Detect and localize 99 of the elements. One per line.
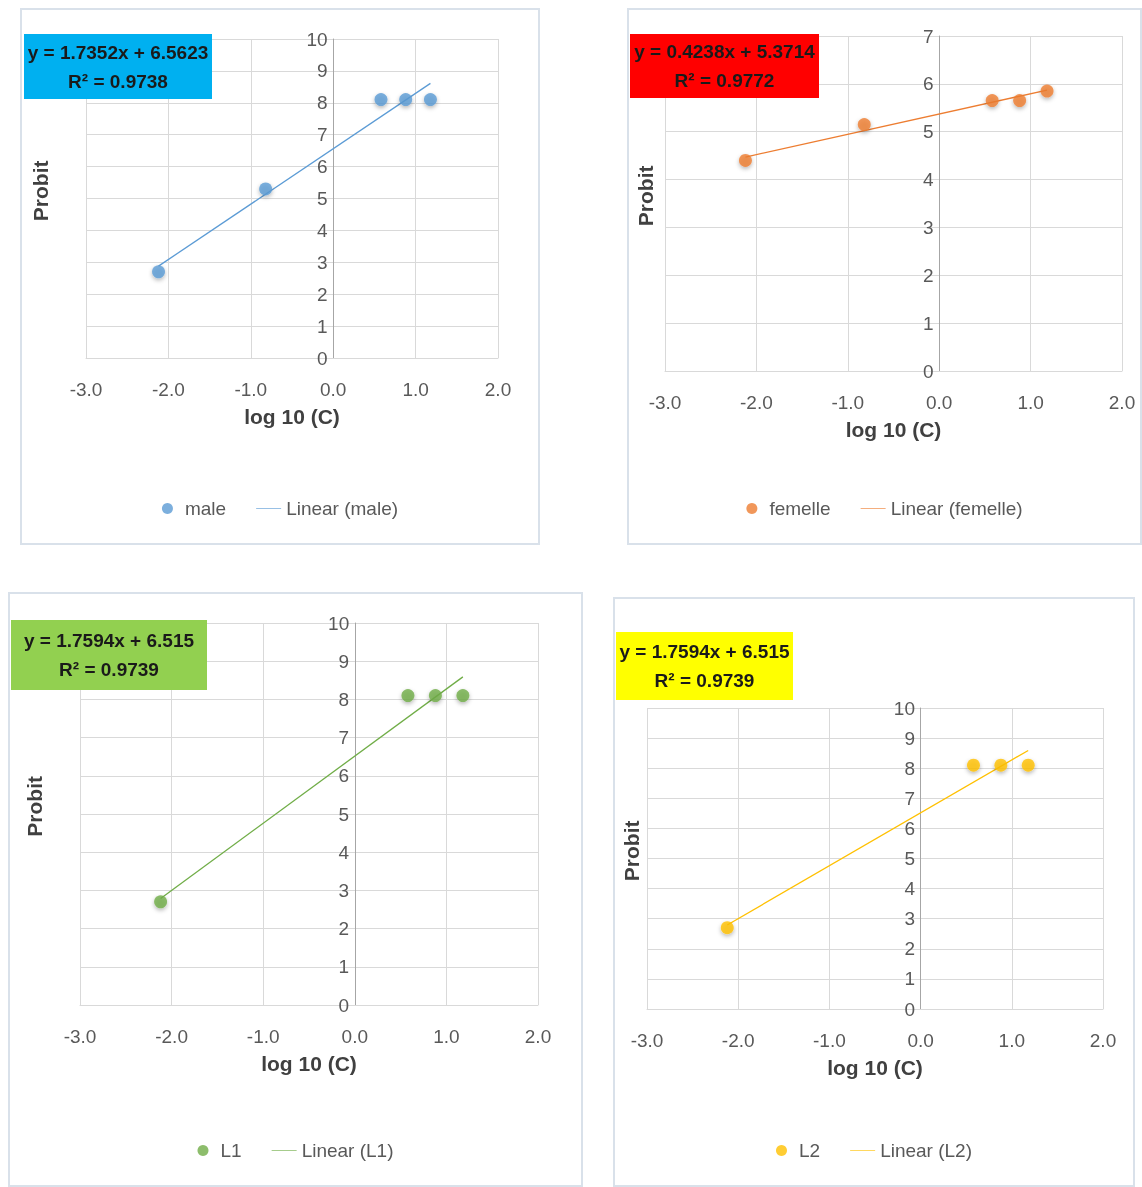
point [259, 182, 273, 196]
legend-label: Linear (L1) [301, 1140, 394, 1161]
y-tick-label: 9 [317, 60, 328, 82]
y-tick-label: 4 [317, 219, 329, 241]
y-tick-label: 7 [923, 25, 934, 47]
y-axis-title: Probit [634, 165, 657, 227]
x-tick-label: 1.0 [998, 1030, 1026, 1051]
x-tick-label: 1.0 [433, 1026, 460, 1047]
y-tick-label: 1 [338, 956, 350, 978]
annotation: y = 1.7594x + 6.515 [23, 630, 195, 651]
x-tick-label: -3.0 [648, 392, 682, 413]
x-tick-label: 0.0 [341, 1026, 369, 1047]
y-tick-label: 4 [923, 169, 935, 191]
x-tick-label: 2.0 [484, 379, 512, 400]
point [1013, 94, 1027, 108]
x-tick-label: -1.0 [831, 392, 865, 413]
y-axis-title: Probit [29, 160, 52, 222]
y-tick-label: 3 [923, 216, 934, 238]
y-tick-label: 6 [317, 156, 328, 178]
point [985, 94, 999, 108]
y-tick-label: 5 [338, 803, 350, 825]
y-tick-label: 2 [923, 264, 934, 286]
y-tick-label: 6 [338, 765, 350, 787]
point [399, 93, 413, 107]
annotation: R² = 0.9739 [59, 659, 159, 680]
y-tick-label: 3 [317, 251, 328, 273]
y-tick-label: 9 [904, 727, 915, 749]
y-tick-label: 10 [306, 28, 328, 50]
x-axis-title: log 10 (C) [845, 418, 942, 441]
x-tick-label: -1.0 [246, 1026, 280, 1047]
point [423, 93, 437, 107]
annotation: R² = 0.9738 [68, 70, 168, 92]
x-tick-label: -3.0 [63, 1026, 97, 1047]
x-tick-label: 0.0 [319, 379, 347, 400]
y-tick-label: 0 [923, 360, 934, 382]
x-tick-label: 1.0 [1017, 392, 1044, 413]
y-tick-label: 6 [904, 817, 915, 839]
legend-label: L1 [220, 1140, 242, 1161]
y-tick-label: 9 [338, 650, 350, 672]
legend-label: femelle [769, 498, 831, 519]
y-axis-title: Probit [23, 775, 46, 837]
text: y = 1.7594x + 6.515 [619, 641, 790, 662]
x-tick-label: 2.0 [524, 1026, 552, 1047]
x-tick-label: -2.0 [155, 1026, 188, 1047]
x-tick-label: -2.0 [152, 379, 185, 400]
y-tick-label: 7 [904, 787, 915, 809]
y-tick-label: 2 [317, 283, 328, 305]
y-tick-label: 4 [904, 878, 916, 900]
y-tick-label: 8 [338, 688, 350, 710]
point [1040, 84, 1054, 98]
y-tick-label: 2 [338, 918, 350, 940]
y-tick-label: 0 [338, 994, 350, 1016]
x-axis-title: log 10 (C) [244, 405, 340, 428]
y-tick-label: 3 [904, 908, 915, 930]
y-tick-label: 10 [893, 697, 915, 719]
y-tick-label: 5 [904, 848, 915, 869]
point [738, 153, 752, 167]
y-tick-label: 5 [923, 121, 934, 143]
y-tick-label: 4 [338, 841, 350, 863]
legend-label: Linear (femelle) [890, 498, 1023, 519]
x-tick-label: -1.0 [234, 379, 268, 400]
y-tick-label: 1 [923, 312, 934, 334]
y-tick-label: 8 [904, 757, 915, 779]
point [152, 265, 166, 279]
y-tick-label: 2 [904, 938, 915, 960]
x-tick-label: 0.0 [925, 392, 953, 413]
annotation: y = 1.7352x + 6.5623 [27, 41, 209, 63]
x-tick-label: -3.0 [630, 1030, 664, 1051]
point [857, 118, 871, 132]
y-tick-label: 0 [904, 998, 915, 1020]
x-tick-label: 0.0 [907, 1030, 934, 1051]
y-tick-label: 6 [923, 73, 934, 95]
y-tick-label: 7 [317, 124, 328, 146]
x-axis-title: log 10 (C) [261, 1052, 357, 1075]
x-tick-label: 1.0 [402, 379, 429, 400]
x-tick-label: 2.0 [1089, 1030, 1117, 1051]
legend-label: L2 [798, 1140, 821, 1161]
annotation: y = 0.4238x + 5.3714 [634, 41, 816, 62]
x-tick-label: -2.0 [721, 1030, 755, 1051]
y-tick-label: 5 [317, 188, 328, 209]
legend-label: Linear (male) [286, 498, 399, 519]
point [374, 93, 388, 107]
legend-label: male [184, 498, 227, 519]
y-tick-label: 1 [904, 968, 915, 990]
x-tick-label: -3.0 [69, 379, 103, 400]
y-tick-label: 7 [338, 727, 350, 749]
x-axis-title: log 10 (C) [827, 1056, 923, 1079]
y-tick-label: 3 [338, 879, 350, 901]
x-tick-label: 2.0 [1108, 392, 1136, 413]
y-axis-title: Probit [620, 820, 643, 882]
x-tick-label: -2.0 [740, 392, 773, 413]
y-tick-label: 10 [328, 612, 350, 634]
x-tick-label: -1.0 [813, 1030, 846, 1051]
legend-label: Linear (L2) [880, 1140, 973, 1161]
y-tick-label: 1 [317, 315, 328, 337]
text: R² = 0.9739 [654, 670, 755, 691]
annotation: R² = 0.9772 [674, 70, 775, 91]
y-tick-label: 8 [317, 92, 328, 114]
y-tick-label: 0 [317, 347, 328, 369]
